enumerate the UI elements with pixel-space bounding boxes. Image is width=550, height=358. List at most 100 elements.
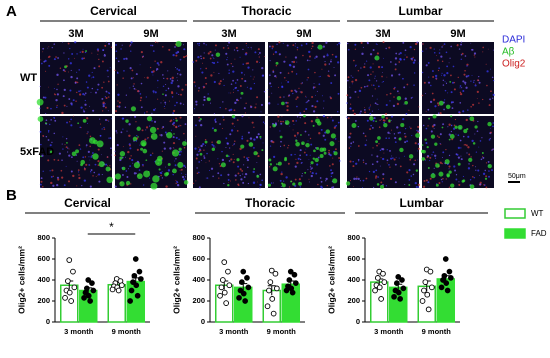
speckle <box>296 49 299 51</box>
speckle <box>232 161 235 164</box>
speckle <box>390 120 392 122</box>
speckle <box>162 125 165 128</box>
speckle <box>144 138 147 141</box>
speckle <box>230 108 233 111</box>
speckle <box>381 75 383 78</box>
speckle <box>277 115 280 118</box>
speckle <box>203 157 206 159</box>
speckle <box>349 86 351 88</box>
speckle <box>200 159 202 161</box>
speckle <box>323 151 327 155</box>
speckle <box>133 87 136 90</box>
speckle <box>40 177 43 180</box>
speckle <box>463 144 465 146</box>
speckle <box>276 43 278 46</box>
data-point <box>394 280 400 287</box>
speckle <box>45 113 47 115</box>
panel-label: B <box>6 187 17 204</box>
speckle <box>386 76 388 78</box>
speckle <box>348 136 351 139</box>
speckle <box>175 125 178 129</box>
data-point <box>237 287 244 294</box>
speckle <box>378 85 380 88</box>
speckle <box>352 186 354 188</box>
speckle <box>398 137 402 141</box>
speckle <box>279 71 282 74</box>
data-point <box>425 306 432 313</box>
speckle <box>230 63 232 65</box>
data-point <box>293 280 299 287</box>
speckle <box>282 120 284 123</box>
speckle <box>436 102 440 105</box>
speckle <box>244 172 248 176</box>
speckle <box>396 95 402 101</box>
speckle <box>198 171 200 174</box>
speckle <box>173 147 175 149</box>
speckle <box>431 70 434 72</box>
speckle <box>172 109 176 113</box>
data-point <box>128 287 135 294</box>
speckle <box>369 116 374 121</box>
speckle <box>160 134 163 137</box>
speckle <box>394 86 396 89</box>
speckle <box>243 107 246 110</box>
speckle <box>412 56 414 59</box>
speckle <box>382 80 385 83</box>
speckle <box>368 107 370 109</box>
speckle <box>66 105 68 107</box>
speckle <box>372 119 375 122</box>
speckle <box>222 119 225 121</box>
data-point <box>223 300 230 306</box>
micrograph <box>192 41 266 115</box>
speckle <box>399 52 402 55</box>
speckle <box>346 79 349 82</box>
speckle <box>431 154 433 156</box>
speckle <box>454 125 458 129</box>
speckle <box>359 112 361 114</box>
speckle <box>240 178 243 181</box>
speckle <box>429 159 431 162</box>
data-point <box>286 277 293 283</box>
speckle <box>360 67 362 69</box>
speckle <box>485 162 488 164</box>
speckle <box>439 112 442 115</box>
speckle <box>422 124 425 127</box>
micrograph <box>420 114 495 189</box>
speckle <box>322 55 326 58</box>
speckle <box>467 109 469 111</box>
speckle <box>404 49 407 52</box>
speckle <box>232 70 235 73</box>
speckle <box>378 143 380 145</box>
speckle <box>79 93 82 96</box>
speckle <box>289 125 291 127</box>
speckle <box>316 121 322 126</box>
speckle <box>360 86 363 89</box>
speckle <box>442 151 445 154</box>
speckle <box>214 44 217 47</box>
speckle <box>316 163 319 166</box>
speckle <box>448 165 451 168</box>
speckle <box>399 165 402 168</box>
speckle <box>281 85 284 89</box>
data-point <box>391 293 397 300</box>
speckle <box>264 123 266 125</box>
speckle <box>117 100 119 102</box>
speckle <box>119 181 125 187</box>
speckle <box>260 103 264 107</box>
speckle <box>218 82 221 85</box>
speckle <box>403 86 406 89</box>
speckle <box>91 71 93 73</box>
speckle <box>97 53 99 55</box>
speckle <box>195 59 198 62</box>
speckle <box>197 55 200 59</box>
speckle <box>110 46 113 49</box>
speckle <box>375 175 378 178</box>
speckle <box>380 118 382 120</box>
speckle <box>487 48 489 50</box>
speckle <box>172 141 176 145</box>
speckle <box>234 101 237 105</box>
speckle <box>393 96 395 98</box>
speckle <box>183 180 189 185</box>
speckle <box>134 115 137 118</box>
speckle <box>56 73 59 77</box>
